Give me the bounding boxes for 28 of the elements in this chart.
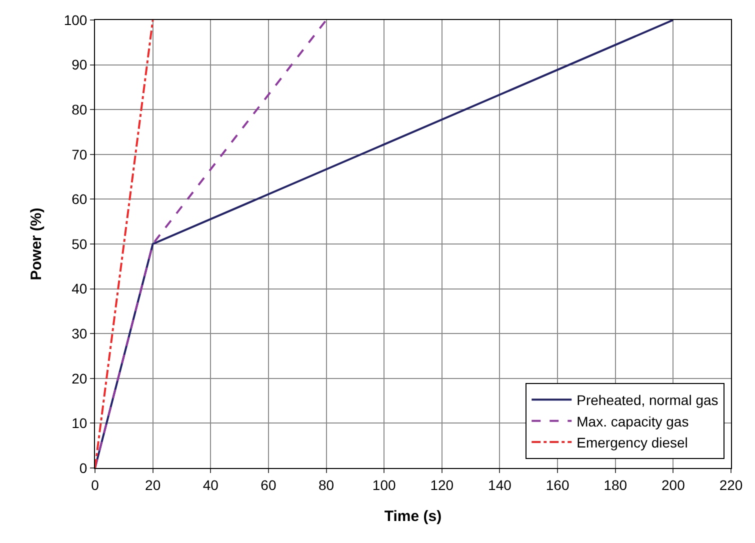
x-tick-label: 220: [719, 476, 743, 493]
y-tick-label: 30: [72, 326, 88, 342]
x-tick-label: 80: [318, 476, 334, 493]
y-tick-label: 10: [72, 415, 88, 432]
y-axis-title: Power (%): [28, 208, 46, 280]
x-tick-label: 200: [662, 476, 686, 493]
legend-label: Max. capacity gas: [576, 413, 689, 430]
legend-label: Preheated, normal gas: [576, 392, 718, 408]
x-tick-label: 20: [145, 476, 161, 493]
x-tick-label: 160: [546, 476, 570, 493]
x-tick-label: 40: [202, 476, 219, 493]
x-tick-label: 100: [372, 476, 396, 493]
x-tick-label: 0: [91, 476, 100, 493]
y-tick-label: 20: [72, 370, 88, 386]
y-tick-label: 60: [72, 191, 88, 208]
x-tick-label: 140: [488, 476, 512, 493]
y-tick-label: 80: [72, 102, 88, 118]
x-tick-label: 60: [260, 476, 276, 493]
y-tick-label: 50: [72, 236, 88, 252]
y-tick-label: 70: [72, 146, 88, 162]
x-tick-label: 180: [604, 476, 628, 493]
y-tick-label: 0: [79, 460, 88, 476]
x-tick-label: 120: [430, 476, 454, 493]
x-axis-title: Time (s): [384, 508, 442, 525]
y-tick-label: 40: [72, 280, 88, 297]
y-tick-label: 100: [64, 12, 88, 28]
legend-label: Emergency diesel: [576, 434, 688, 450]
y-tick-label: 90: [72, 56, 88, 73]
